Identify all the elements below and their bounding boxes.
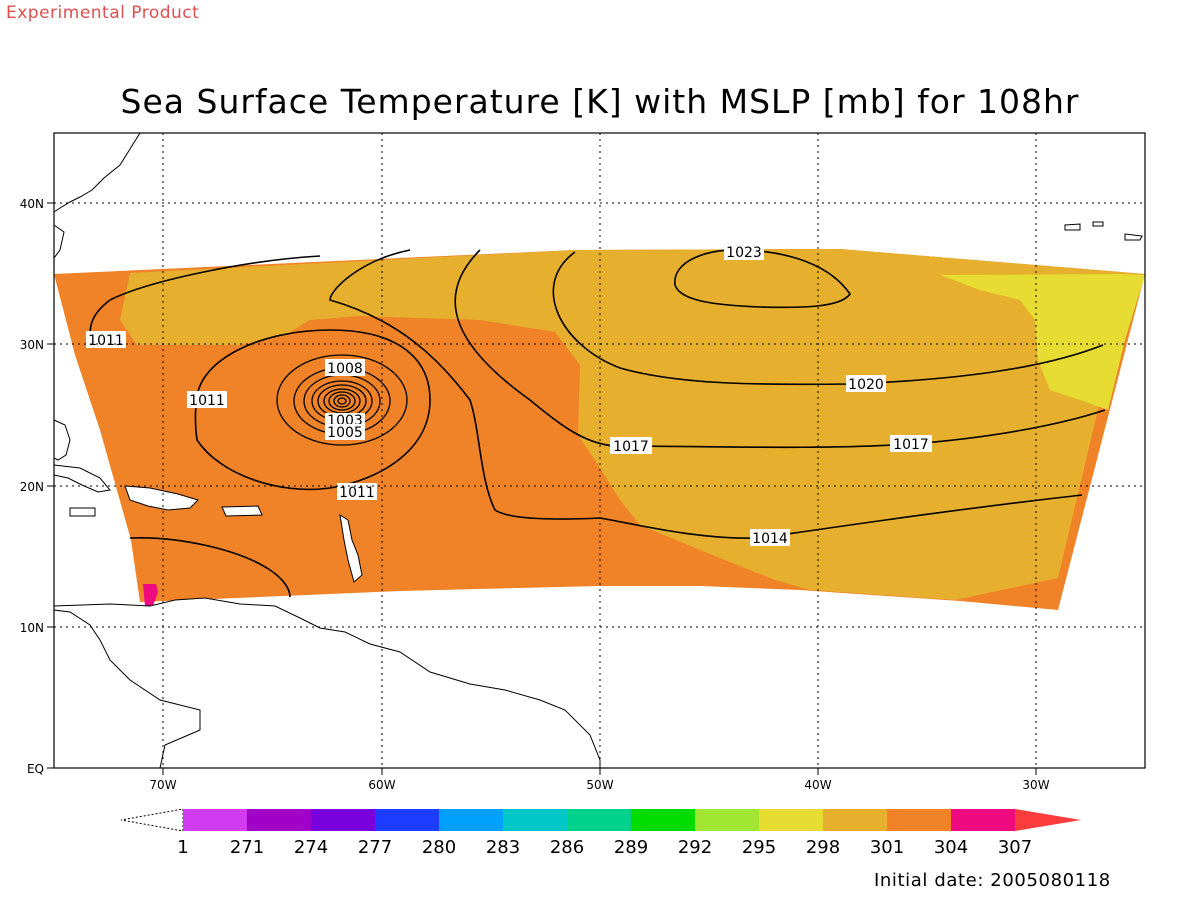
isobar-1011-north (89, 255, 321, 341)
isobar-label-1020: 1020 (846, 375, 886, 393)
isobar-label-1011-s: 1011 (337, 483, 377, 501)
coastline-cuba (53, 464, 111, 493)
isobar-1017 (454, 249, 1106, 449)
colorbar-swatch (439, 809, 503, 831)
isobar-label-1017-w: 1017 (610, 437, 652, 455)
svg-text:1005: 1005 (327, 425, 363, 441)
colorbar-tick-label: 277 (358, 837, 392, 858)
colorbar-tick-labels: 1 271 274 277 280 283 286 289 292 295 298 301 304 307 (177, 837, 1032, 858)
coastline-jamaica (69, 507, 96, 517)
svg-text:1011: 1011 (339, 485, 375, 501)
lat-label-eq: EQ (27, 762, 44, 776)
lon-label-70w: 70W (149, 778, 176, 792)
colorbar-tick-label: 280 (422, 837, 456, 858)
colorbar-swatch (183, 809, 247, 831)
lat-label-40n: 40N (20, 197, 44, 211)
isobar-1020 (552, 251, 1104, 386)
sst-field (54, 249, 1145, 610)
colorbar: 1 271 274 277 280 283 286 289 292 295 298 301 304 307 (120, 808, 1081, 858)
isobar-label-1011-nw: 1011 (86, 331, 126, 349)
coastline-south-america (53, 597, 601, 769)
isobar-label-1008: 1008 (325, 359, 365, 377)
colorbar-tick-label: 1 (177, 837, 188, 858)
isobar-label-1014: 1014 (750, 529, 790, 547)
svg-text:1017: 1017 (893, 437, 929, 453)
colorbar-tick-label: 283 (486, 837, 520, 858)
colorbar-swatch (567, 809, 631, 831)
isobar-1011-caribbean (129, 537, 291, 598)
coastline-puerto-rico (221, 505, 263, 517)
isobar-1023 (674, 249, 851, 309)
sst-shade-298 (940, 274, 1145, 410)
sst-shade-301 (120, 249, 1145, 600)
latitude-labels: 40N 30N 20N 10N EQ (20, 197, 44, 776)
svg-text:1023: 1023 (726, 245, 762, 261)
colorbar-tick-label: 298 (806, 837, 840, 858)
colorbar-swatch (311, 809, 375, 831)
colorbar-swatch (759, 809, 823, 831)
colorbar-swatch (247, 809, 311, 831)
isobar-label-1023: 1023 (724, 243, 764, 261)
lat-label-30n: 30N (20, 338, 44, 352)
svg-text:1020: 1020 (848, 377, 884, 393)
coastline-atlantic-islands (1064, 221, 1143, 241)
colorbar-swatch (951, 809, 1015, 831)
isobar-1014 (329, 249, 1083, 539)
coastline-north-america (53, 132, 141, 213)
lon-label-30w: 30W (1022, 778, 1049, 792)
chart-title: Sea Surface Temperature [K] with MSLP [m… (120, 82, 1080, 121)
colorbar-low-arrow (120, 808, 184, 832)
colorbar-tick-label: 289 (614, 837, 648, 858)
initial-date: Initial date: 2005080118 (874, 870, 1111, 891)
graticule (54, 133, 1145, 768)
coastline-hispaniola (124, 485, 199, 511)
longitude-labels: 70W 60W 50W 40W 30W (149, 778, 1049, 792)
colorbar-tick-label: 292 (678, 837, 712, 858)
mslp-contour-labels: 1023 1011 1008 1011 1003 1005 1020 1017 … (86, 243, 932, 547)
coastlines (53, 132, 1143, 769)
isobar-1011-south (194, 329, 431, 491)
colorbar-swatch (631, 809, 695, 831)
colorbar-tick-label: 274 (294, 837, 328, 858)
colorbar-swatches (183, 809, 1015, 831)
colorbar-tick-label: 286 (550, 837, 584, 858)
svg-text:1011: 1011 (88, 333, 124, 349)
sst-shade-307 (143, 584, 158, 606)
colorbar-tick-label: 301 (870, 837, 904, 858)
isobar-label-1011-w: 1011 (187, 391, 227, 409)
colorbar-swatch (823, 809, 887, 831)
lon-label-40w: 40W (804, 778, 831, 792)
lat-label-20n: 20N (20, 480, 44, 494)
svg-text:1008: 1008 (327, 361, 363, 377)
svg-text:1011: 1011 (189, 393, 225, 409)
experimental-product-label: Experimental Product (6, 3, 200, 23)
svg-text:1014: 1014 (752, 531, 788, 547)
coastline-lesser-antilles (339, 513, 363, 583)
colorbar-swatch (695, 809, 759, 831)
colorbar-tick-label: 295 (742, 837, 776, 858)
colorbar-tick-label: 307 (998, 837, 1032, 858)
svg-text:1017: 1017 (613, 439, 649, 455)
colorbar-swatch (887, 809, 951, 831)
colorbar-tick-label: 271 (230, 837, 264, 858)
colorbar-swatch (375, 809, 439, 831)
lon-label-50w: 50W (586, 778, 613, 792)
isobar-label-1017-e: 1017 (890, 435, 932, 453)
colorbar-high-arrow (1015, 809, 1081, 831)
isobar-label-1005: 1005 (325, 424, 365, 441)
colorbar-tick-label: 304 (934, 837, 968, 858)
axis-tick-marks (47, 202, 1037, 775)
lat-label-10n: 10N (20, 621, 44, 635)
coastline-us-east (53, 224, 65, 260)
coastline-florida (53, 419, 71, 461)
colorbar-swatch (503, 809, 567, 831)
lon-label-60w: 60W (368, 778, 395, 792)
